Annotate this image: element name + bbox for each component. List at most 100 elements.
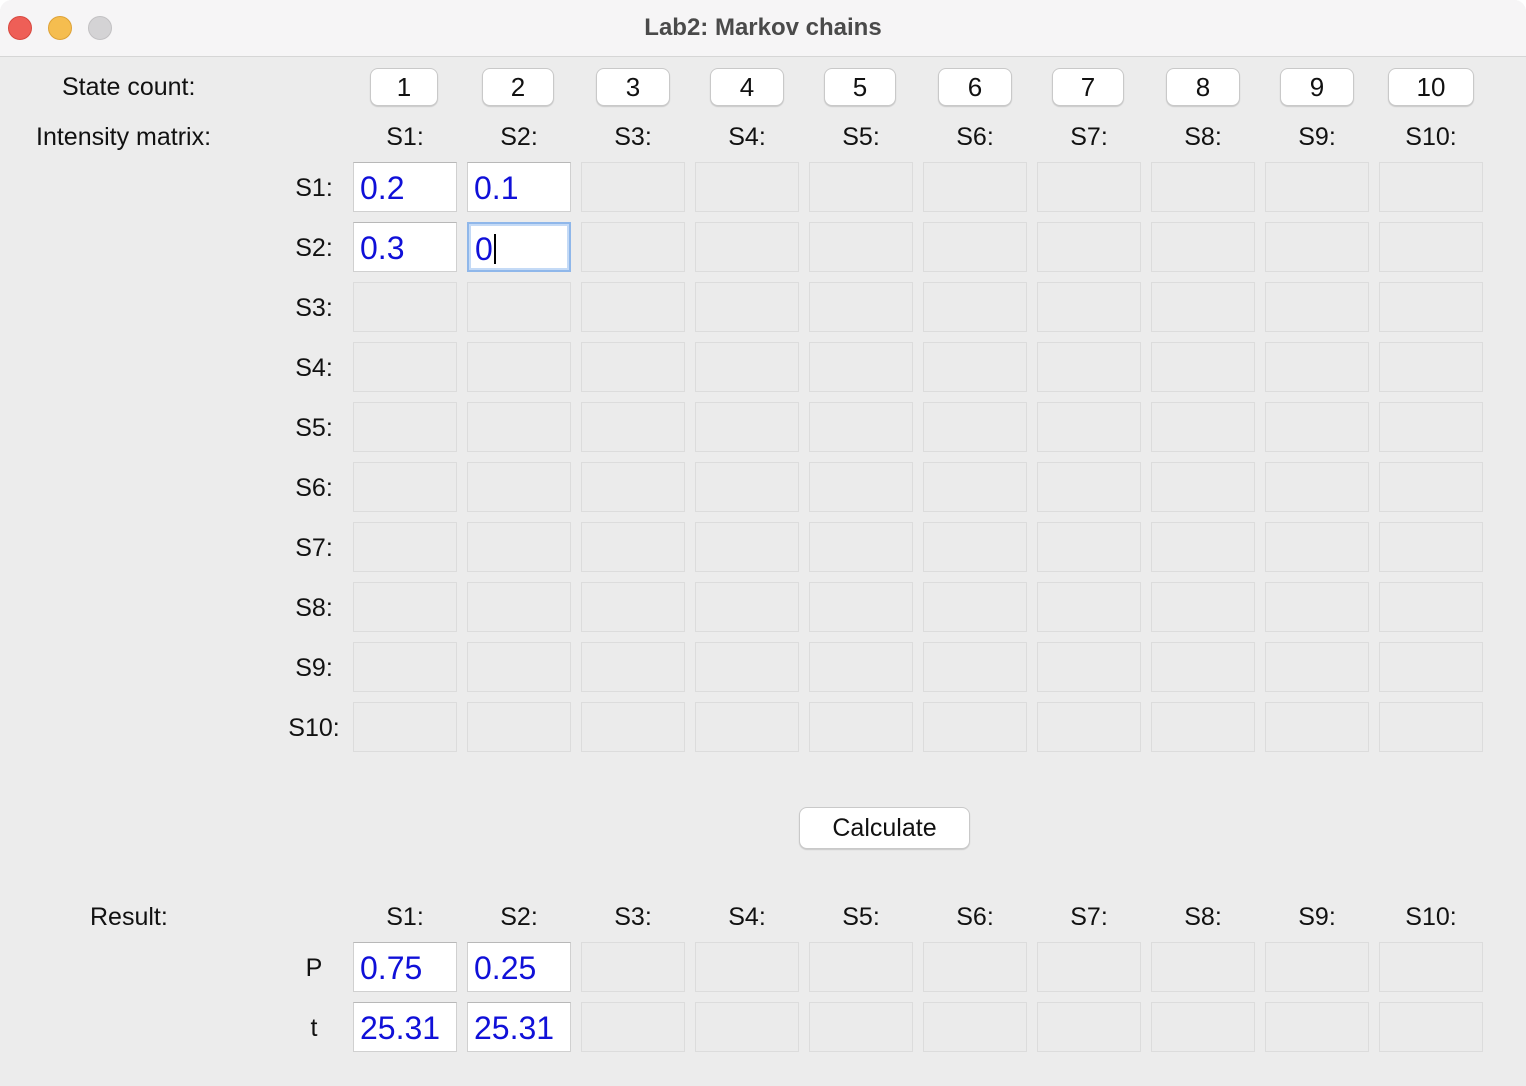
title-bar: Lab2: Markov chains — [0, 0, 1526, 57]
matrix-cell — [695, 222, 799, 272]
matrix-cell — [1151, 162, 1255, 212]
result-cell-value: 0.75 — [360, 950, 423, 986]
matrix-cell — [1379, 222, 1483, 272]
matrix-cell — [1379, 162, 1483, 212]
matrix-cell — [581, 342, 685, 392]
matrix-cell — [923, 222, 1027, 272]
matrix-cell — [353, 282, 457, 332]
maximize-window-button[interactable] — [88, 16, 112, 40]
matrix-cell — [1265, 222, 1369, 272]
matrix-column-header: S6: — [956, 123, 994, 151]
state-count-button-9[interactable]: 9 — [1280, 68, 1354, 106]
result-cell — [1151, 942, 1255, 992]
matrix-cell — [353, 582, 457, 632]
matrix-cell[interactable]: 0.3 — [353, 222, 457, 272]
result-cell[interactable]: 25.31 — [353, 1002, 457, 1052]
matrix-cell — [353, 402, 457, 452]
matrix-cell — [1151, 402, 1255, 452]
matrix-row-header: S10: — [288, 714, 340, 742]
matrix-cell — [1379, 342, 1483, 392]
result-cell[interactable]: 25.31 — [467, 1002, 571, 1052]
matrix-cell — [809, 522, 913, 572]
matrix-column-header: S7: — [1070, 123, 1108, 151]
matrix-cell — [1379, 642, 1483, 692]
matrix-cell — [467, 522, 571, 572]
result-cell-value: 25.31 — [474, 1010, 555, 1046]
matrix-cell — [581, 702, 685, 752]
matrix-cell — [1151, 642, 1255, 692]
matrix-cell — [1379, 462, 1483, 512]
matrix-cell — [809, 462, 913, 512]
matrix-cell — [809, 222, 913, 272]
matrix-cell — [695, 642, 799, 692]
matrix-cell — [1265, 522, 1369, 572]
matrix-cell — [467, 282, 571, 332]
minimize-window-button[interactable] — [48, 16, 72, 40]
matrix-cell — [923, 402, 1027, 452]
matrix-cell[interactable]: 0.2 — [353, 162, 457, 212]
matrix-cell — [581, 222, 685, 272]
state-count-button-5[interactable]: 5 — [824, 68, 896, 106]
result-column-header: S9: — [1298, 903, 1336, 931]
matrix-cell — [581, 522, 685, 572]
matrix-cell — [467, 642, 571, 692]
result-cell — [1265, 1002, 1369, 1052]
matrix-cell — [1151, 522, 1255, 572]
state-count-button-10[interactable]: 10 — [1388, 68, 1474, 106]
matrix-cell — [353, 462, 457, 512]
matrix-cell — [1037, 282, 1141, 332]
matrix-cell — [467, 342, 571, 392]
state-count-button-3[interactable]: 3 — [596, 68, 670, 106]
result-cell — [1379, 942, 1483, 992]
matrix-row-header: S1: — [295, 174, 333, 202]
state-count-button-4[interactable]: 4 — [710, 68, 784, 106]
result-cell — [809, 1002, 913, 1052]
state-count-button-7[interactable]: 7 — [1052, 68, 1124, 106]
matrix-cell — [695, 282, 799, 332]
state-count-button-1[interactable]: 1 — [370, 68, 438, 106]
matrix-cell — [467, 702, 571, 752]
matrix-cell-value: 0.2 — [360, 170, 405, 206]
result-cell — [581, 1002, 685, 1052]
matrix-cell — [1037, 582, 1141, 632]
matrix-cell — [1379, 402, 1483, 452]
matrix-cell — [695, 702, 799, 752]
matrix-cell — [1265, 402, 1369, 452]
result-cell[interactable]: 0.25 — [467, 942, 571, 992]
result-cell — [923, 942, 1027, 992]
result-column-header: S7: — [1070, 903, 1108, 931]
result-cell[interactable]: 0.75 — [353, 942, 457, 992]
matrix-cell — [923, 342, 1027, 392]
result-column-header: S2: — [500, 903, 538, 931]
matrix-cell — [581, 582, 685, 632]
matrix-row-header: S2: — [295, 234, 333, 262]
state-count-button-8[interactable]: 8 — [1166, 68, 1240, 106]
matrix-cell — [467, 462, 571, 512]
matrix-cell — [353, 642, 457, 692]
matrix-cell — [581, 282, 685, 332]
matrix-column-header: S3: — [614, 123, 652, 151]
matrix-cell[interactable]: 0.1 — [467, 162, 571, 212]
matrix-cell[interactable]: 0 — [467, 222, 571, 272]
result-cell — [1037, 1002, 1141, 1052]
result-cell — [1265, 942, 1369, 992]
result-cell — [1151, 1002, 1255, 1052]
close-window-button[interactable] — [8, 16, 32, 40]
matrix-cell — [1265, 702, 1369, 752]
state-count-button-2[interactable]: 2 — [482, 68, 554, 106]
matrix-column-header: S5: — [842, 123, 880, 151]
calculate-button[interactable]: Calculate — [799, 807, 970, 849]
result-row-header: t — [310, 1014, 318, 1042]
matrix-column-header: S1: — [386, 123, 424, 151]
state-count-button-6[interactable]: 6 — [938, 68, 1012, 106]
matrix-cell — [1265, 282, 1369, 332]
matrix-cell — [1037, 222, 1141, 272]
matrix-row-header: S9: — [295, 654, 333, 682]
matrix-cell — [809, 582, 913, 632]
matrix-cell — [581, 162, 685, 212]
matrix-column-header: S2: — [500, 123, 538, 151]
matrix-cell — [1151, 282, 1255, 332]
matrix-cell — [1265, 642, 1369, 692]
matrix-cell — [1037, 342, 1141, 392]
